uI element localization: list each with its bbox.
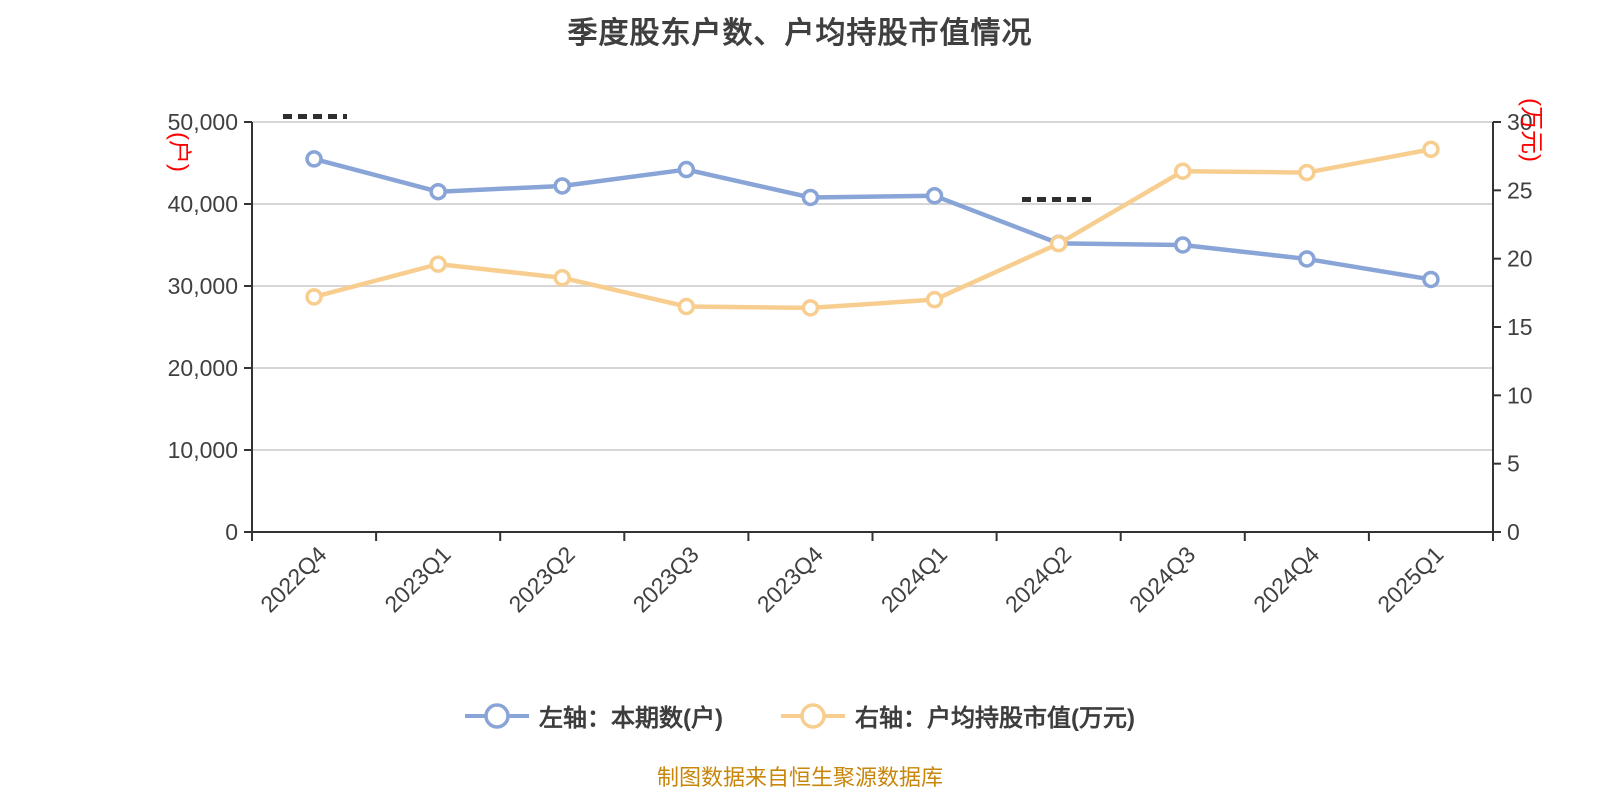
- x-axis-label: 2023Q4: [752, 541, 828, 617]
- right-axis-unit-label: (万元): [1517, 98, 1545, 162]
- legend-item[interactable]: 右轴：户均持股市值(万元): [781, 698, 1135, 733]
- clipped-datalabel-artifact: [283, 114, 347, 119]
- data-point-marker[interactable]: [677, 160, 696, 179]
- right-axis-tick-label: 30: [1507, 109, 1533, 135]
- x-axis-label: 2023Q3: [628, 541, 704, 617]
- x-axis-label: 2024Q3: [1124, 541, 1200, 617]
- data-point-marker[interactable]: [1174, 162, 1192, 180]
- left-axis-tick-label: 50,000: [168, 109, 238, 135]
- data-point-marker[interactable]: [1422, 140, 1440, 159]
- right-axis-tick-label: 5: [1507, 451, 1520, 477]
- data-point-marker[interactable]: [801, 188, 820, 207]
- chart-legend: 左轴：本期数(户) 右轴：户均持股市值(万元): [0, 698, 1600, 733]
- chart-title: 季度股东户数、户均持股市值情况: [567, 17, 1033, 50]
- x-axis-label: 2023Q1: [379, 541, 455, 617]
- x-axis-label: 2024Q2: [1000, 541, 1076, 617]
- data-point-marker[interactable]: [1298, 163, 1316, 182]
- data-point-marker[interactable]: [429, 255, 447, 273]
- right-axis-tick-label: 20: [1507, 246, 1533, 272]
- data-source-caption: 制图数据来自恒生聚源数据库: [656, 765, 943, 790]
- data-point-marker[interactable]: [305, 288, 323, 306]
- data-point-marker[interactable]: [429, 182, 447, 201]
- data-point-marker[interactable]: [1422, 270, 1440, 289]
- right-axis-tick-label: 25: [1507, 177, 1533, 203]
- legend-line-marker-icon: [781, 702, 845, 729]
- left-axis-tick-label: 40,000: [168, 191, 238, 217]
- x-axis-label: 2024Q4: [1248, 541, 1324, 617]
- series-line: [311, 156, 1434, 282]
- legend-item[interactable]: 左轴：本期数(户): [465, 698, 723, 733]
- data-point-marker[interactable]: [925, 187, 944, 205]
- data-point-marker[interactable]: [553, 177, 571, 195]
- left-axis-unit-label: (户): [165, 132, 193, 172]
- series-line: [311, 147, 1434, 311]
- left-axis-tick-label: 10,000: [168, 437, 238, 463]
- left-axis-tick-label: 20,000: [168, 355, 238, 381]
- legend-label: 右轴：户均持股市值(万元): [855, 705, 1135, 732]
- right-axis-tick-label: 0: [1507, 519, 1520, 545]
- right-axis-tick-label: 15: [1507, 314, 1533, 340]
- data-point-marker[interactable]: [925, 290, 944, 309]
- data-point-marker[interactable]: [801, 299, 820, 317]
- data-point-marker[interactable]: [305, 150, 323, 168]
- x-axis-label: 2022Q4: [255, 541, 331, 617]
- legend-label: 左轴：本期数(户): [539, 705, 723, 732]
- x-axis-label: 2025Q1: [1372, 541, 1448, 617]
- data-point-marker[interactable]: [677, 297, 696, 316]
- data-point-marker[interactable]: [1049, 234, 1068, 253]
- x-axis-label: 2023Q2: [504, 541, 580, 617]
- data-point-marker[interactable]: [1174, 236, 1192, 254]
- clipped-datalabel-artifact: [1022, 197, 1092, 202]
- data-point-marker[interactable]: [553, 269, 571, 287]
- x-axis-label: 2024Q1: [876, 541, 952, 617]
- legend-line-marker-icon: [465, 702, 530, 729]
- right-axis-tick-label: 10: [1507, 382, 1533, 408]
- left-axis-tick-label: 30,000: [168, 273, 238, 299]
- data-point-marker[interactable]: [1298, 250, 1316, 268]
- left-axis-tick-label: 0: [225, 519, 238, 545]
